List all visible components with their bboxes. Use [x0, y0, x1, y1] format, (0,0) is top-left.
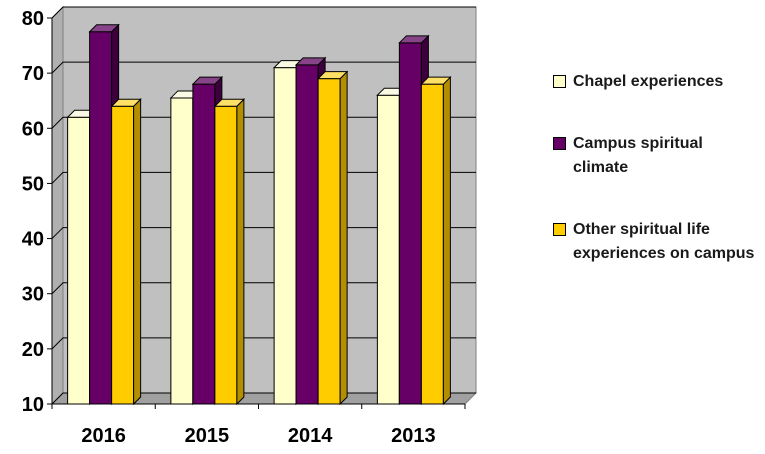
legend: Chapel experiences Campus spiritual clim… [553, 70, 758, 304]
gridline [51, 6, 476, 19]
bar-side [236, 98, 245, 406]
legend-swatch-campus-climate [553, 137, 566, 150]
legend-label-other-spiritual: Other spiritual life experiences on camp… [573, 221, 755, 262]
y-tick-label: 50 [22, 173, 44, 195]
y-tick-label: 10 [22, 394, 44, 416]
bar-front [273, 67, 297, 405]
bar-side [442, 75, 451, 406]
legend-swatch-other-spiritual [553, 223, 566, 236]
y-tick-label: 20 [22, 339, 44, 361]
bar-front [170, 97, 194, 405]
x-tick-label: 2014 [288, 425, 333, 447]
bar-front [89, 31, 113, 405]
y-tick-label: 80 [22, 8, 44, 30]
bar-top [213, 98, 246, 107]
legend-item-campus-climate: Campus spiritual climate [553, 132, 758, 180]
bar [316, 70, 349, 406]
bar-top [294, 57, 327, 66]
bar-front [420, 83, 444, 405]
y-tick-label: 60 [22, 118, 44, 140]
y-tick-label: 40 [22, 229, 44, 251]
bar-side [133, 98, 142, 406]
bar-front [214, 105, 238, 405]
bar-front [192, 83, 216, 405]
bar-front [111, 105, 135, 405]
bar-front [376, 94, 400, 405]
bar-front [398, 42, 422, 405]
x-tick-label: 2015 [185, 425, 230, 447]
bar-side [339, 70, 348, 406]
bar-top [420, 76, 452, 85]
x-tick-label: 2013 [391, 425, 436, 447]
legend-label-chapel: Chapel experiences [573, 73, 724, 90]
bar [420, 75, 452, 406]
bar-top [316, 71, 349, 80]
bar [110, 98, 142, 406]
bar-top [88, 24, 120, 33]
gridline [51, 61, 476, 74]
legend-swatch-chapel [553, 75, 566, 88]
y-tick-label: 70 [22, 63, 44, 85]
y-tick-label: 30 [22, 284, 44, 306]
bar-top [191, 76, 224, 85]
bar-top [398, 35, 430, 44]
legend-item-chapel: Chapel experiences [553, 70, 758, 94]
bar-top [110, 98, 142, 107]
legend-label-campus-climate: Campus spiritual climate [573, 135, 703, 176]
bar [213, 98, 246, 406]
x-tick-label: 2016 [81, 425, 126, 447]
bar-front [295, 64, 319, 405]
bar-front [317, 78, 341, 405]
chart-side-wall [51, 5, 64, 406]
legend-item-other-spiritual: Other spiritual life experiences on camp… [553, 218, 758, 266]
bar-front [67, 116, 91, 405]
